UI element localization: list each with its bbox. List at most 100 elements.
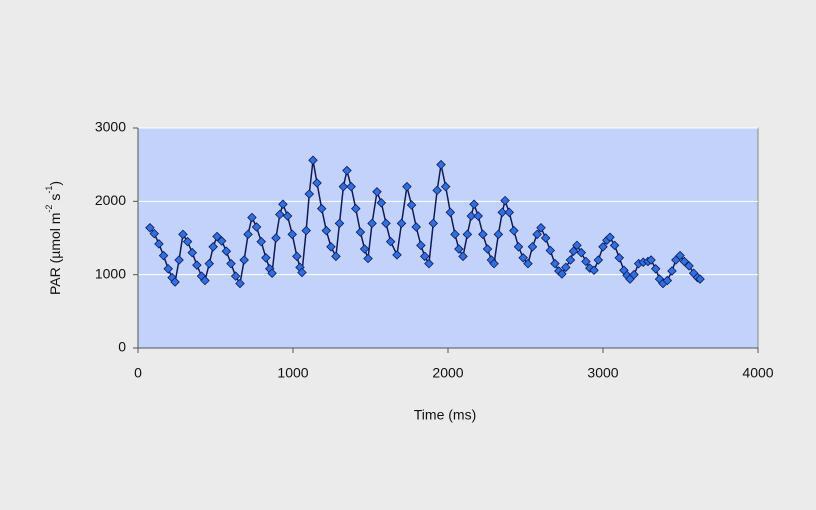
- data-point: [436, 159, 446, 170]
- y-tick-label: 3000: [95, 119, 126, 135]
- data-point: [308, 155, 318, 166]
- data-point: [646, 255, 656, 265]
- data-point: [381, 218, 391, 229]
- data-point: [326, 242, 336, 252]
- y-tick-label: 1000: [95, 265, 126, 281]
- data-point: [650, 264, 661, 274]
- data-point: [585, 263, 595, 273]
- data-point: [200, 275, 210, 286]
- data-point: [163, 264, 173, 274]
- x-axis-label: Time (ms): [414, 407, 476, 423]
- data-point: [243, 229, 253, 240]
- y-label-part: PAR (µmol m: [47, 213, 63, 295]
- data-point: [469, 199, 479, 210]
- data-point: [662, 275, 673, 286]
- data-point: [396, 218, 407, 229]
- plot-area: [137, 127, 759, 349]
- data-point: [208, 242, 218, 252]
- data-point: [376, 198, 387, 208]
- data-point: [226, 258, 236, 269]
- data-point: [321, 225, 332, 236]
- data-point: [523, 258, 533, 269]
- data-point: [187, 247, 198, 258]
- y-label-sup: -2: [44, 205, 54, 213]
- data-point: [440, 181, 451, 192]
- data-point: [221, 246, 232, 256]
- data-point: [351, 203, 361, 214]
- data-point: [154, 239, 164, 249]
- data-point: [292, 251, 302, 262]
- data-point: [614, 253, 625, 263]
- data-point: [424, 258, 434, 269]
- data-point: [416, 240, 426, 251]
- data-point: [212, 231, 222, 242]
- data-point: [256, 236, 266, 247]
- data-point: [216, 236, 227, 246]
- data-point: [695, 274, 705, 284]
- data-point: [561, 262, 571, 273]
- data-point: [182, 236, 193, 247]
- data-point: [518, 253, 528, 263]
- data-point: [174, 255, 184, 265]
- data-point: [684, 261, 694, 271]
- data-point: [312, 178, 322, 188]
- data-point: [545, 245, 556, 256]
- x-tick-label: 4000: [742, 365, 773, 381]
- data-point: [149, 228, 160, 239]
- data-point: [462, 229, 473, 240]
- data-point: [572, 240, 582, 251]
- data-point: [576, 247, 587, 258]
- data-point: [527, 242, 538, 252]
- x-tick-label: 1000: [277, 365, 308, 381]
- data-point: [428, 218, 439, 229]
- data-point: [355, 227, 366, 237]
- data-point: [267, 268, 277, 278]
- data-point: [509, 225, 519, 236]
- data-point: [540, 233, 551, 243]
- data-point: [489, 258, 499, 269]
- data-point: [331, 251, 341, 262]
- data-point: [565, 255, 576, 265]
- data-point: [675, 250, 685, 261]
- data-point: [445, 207, 456, 218]
- data-point: [411, 222, 421, 232]
- data-point: [419, 251, 430, 262]
- y-tick-label: 2000: [95, 192, 126, 208]
- data-point: [478, 229, 488, 240]
- data-point: [363, 253, 373, 264]
- data-point: [482, 244, 493, 254]
- data-point: [346, 181, 356, 192]
- data-point: [316, 203, 327, 214]
- data-point: [304, 189, 315, 199]
- data-point: [450, 229, 460, 240]
- data-point: [372, 187, 382, 197]
- data-point: [275, 209, 285, 220]
- data-point: [406, 200, 417, 210]
- data-point: [282, 211, 293, 221]
- data-point: [532, 229, 542, 240]
- x-tick-label: 0: [134, 365, 142, 381]
- data-point: [629, 269, 639, 280]
- data-point: [536, 222, 546, 233]
- data-point: [359, 244, 370, 254]
- data-point: [385, 236, 396, 247]
- data-point: [458, 251, 468, 262]
- data-point: [589, 265, 599, 276]
- y-label-sup: -1: [44, 186, 54, 194]
- y-label-part: s: [47, 194, 63, 205]
- data-point: [247, 212, 257, 223]
- data-point: [338, 181, 349, 192]
- data-point: [473, 211, 483, 221]
- data-point: [493, 229, 504, 240]
- data-point: [605, 232, 615, 243]
- data-point: [454, 244, 464, 254]
- x-tick-label: 2000: [432, 365, 463, 381]
- data-point: [367, 218, 377, 229]
- data-point: [261, 253, 271, 263]
- data-point: [609, 240, 620, 251]
- data-point: [235, 278, 245, 289]
- data-point: [500, 195, 510, 206]
- x-tick-label: 3000: [587, 365, 618, 381]
- data-point: [230, 271, 241, 281]
